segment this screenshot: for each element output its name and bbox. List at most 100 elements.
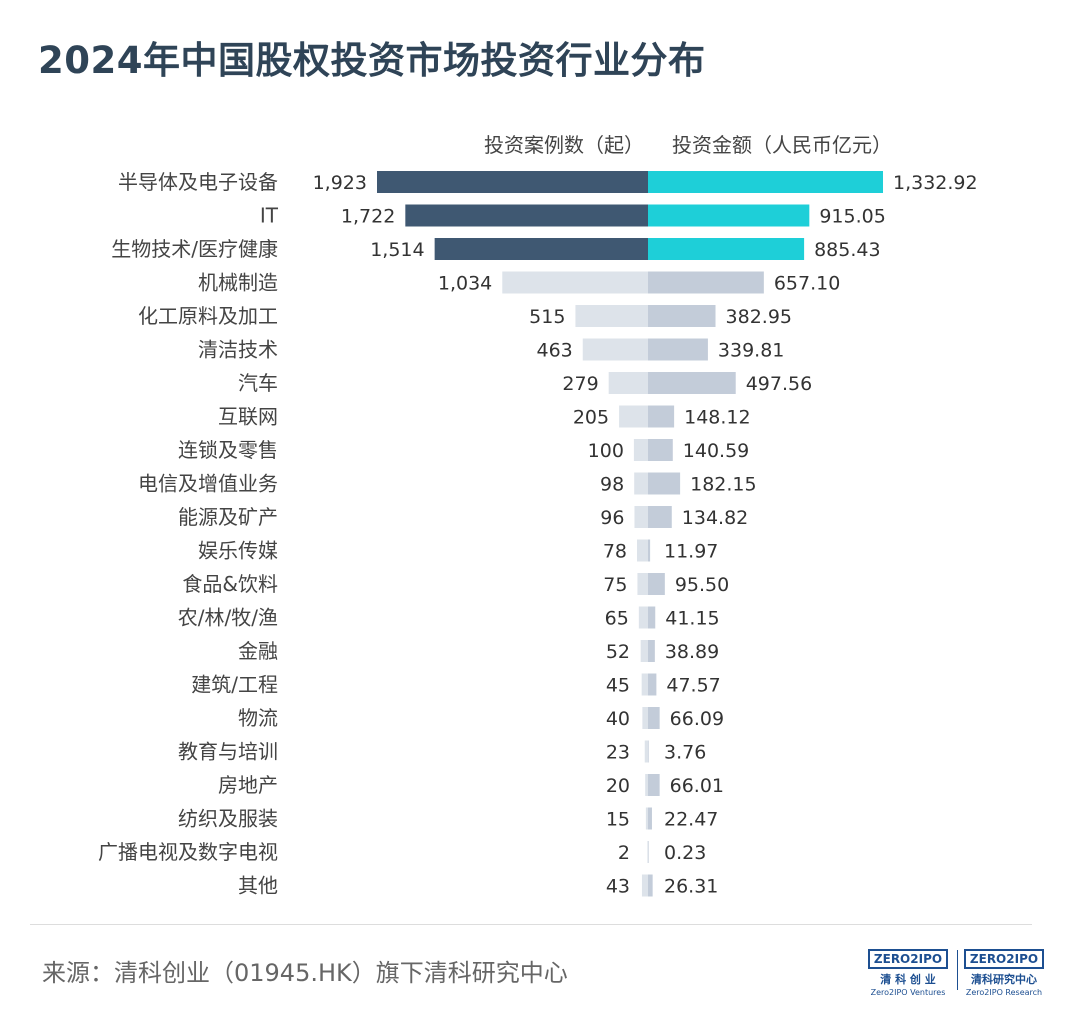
count-value-label: 2: [618, 842, 630, 864]
count-bar: [434, 238, 648, 260]
count-value-label: 205: [573, 407, 609, 429]
count-value-label: 45: [606, 675, 630, 697]
logo-en-text: Zero2IPO Research: [965, 988, 1043, 997]
category-label: 汽车: [238, 371, 278, 395]
count-bar: [633, 439, 648, 461]
amount-bar: [648, 506, 672, 528]
count-bar: [634, 472, 648, 495]
logo-en-text: Zero2IPO Ventures: [870, 988, 946, 997]
category-label: 能源及矿产: [178, 505, 278, 529]
category-label: 食品&饮料: [182, 572, 278, 596]
count-bar: [582, 338, 648, 361]
count-value-label: 1,034: [438, 273, 492, 295]
category-label: 娱乐传媒: [198, 539, 278, 563]
chart-rows: 半导体及电子设备 1,923 1,332.92 IT 1,722 915.05 生物技术/医…: [98, 170, 978, 898]
amount-value-label: 382.95: [726, 306, 792, 328]
category-label: 教育与培训: [178, 740, 278, 764]
amount-value-label: 66.01: [670, 775, 724, 797]
amount-bar: [648, 673, 657, 696]
category-label: IT: [260, 204, 279, 228]
amount-value-label: 11.97: [664, 541, 718, 563]
amount-bar: [648, 338, 708, 361]
count-bar: [637, 539, 648, 562]
amount-bar: [648, 305, 716, 327]
logo-separator: [957, 950, 958, 990]
count-bar: [502, 271, 648, 294]
count-value-label: 15: [606, 809, 630, 831]
amount-bar: [648, 204, 810, 227]
count-value-label: 52: [606, 641, 630, 663]
amount-bar: [648, 807, 652, 830]
amount-bar: [648, 439, 673, 461]
amount-bar: [648, 405, 675, 428]
count-bar: [641, 874, 648, 897]
count-bar: [642, 707, 648, 729]
amount-bar: [648, 640, 655, 662]
amount-value-label: 3.76: [664, 742, 706, 764]
category-label: 电信及增值业务: [138, 472, 278, 496]
amount-value-label: 66.09: [670, 708, 724, 730]
legend-amount-label: 投资金额（人民币亿元）: [672, 133, 892, 157]
footer-divider: [30, 924, 1032, 925]
count-value-label: 96: [600, 507, 624, 529]
category-label: 半导体及电子设备: [118, 170, 278, 194]
count-value-label: 78: [603, 541, 627, 563]
logo-mark: ZERO2IPO: [867, 949, 949, 969]
amount-bar: [648, 774, 660, 796]
count-value-label: 1,514: [370, 239, 424, 261]
amount-value-label: 41.15: [665, 608, 719, 630]
category-label: 清洁技术: [198, 338, 278, 362]
amount-bar: [648, 573, 665, 595]
category-label: 机械制造: [198, 271, 278, 295]
category-label: 物流: [238, 706, 278, 730]
logo-cn-text: 清 科 创 业: [880, 973, 936, 986]
amount-value-label: 885.43: [814, 239, 880, 261]
count-value-label: 100: [588, 440, 624, 462]
amount-value-label: 22.47: [664, 809, 718, 831]
category-label: 房地产: [218, 773, 278, 797]
amount-bar: [648, 707, 660, 729]
count-bar: [405, 204, 648, 227]
logo-mark: ZERO2IPO: [963, 949, 1045, 969]
amount-bar: [648, 271, 764, 294]
category-label: 化工原料及加工: [138, 304, 278, 328]
amount-value-label: 148.12: [684, 407, 750, 429]
zero2ipo-ventures-logo: ZERO2IPO 清 科 创 业 Zero2IPO Ventures: [866, 948, 950, 997]
category-label: 其他: [238, 874, 278, 898]
amount-bar: [648, 606, 656, 629]
count-bar: [645, 807, 648, 830]
count-bar: [377, 171, 648, 193]
amount-value-label: 26.31: [664, 876, 718, 898]
count-value-label: 98: [600, 474, 624, 496]
amount-value-label: 134.82: [682, 507, 748, 529]
count-bar: [637, 573, 648, 595]
count-bar: [645, 774, 648, 796]
count-bar: [641, 673, 648, 696]
count-bar: [634, 506, 648, 528]
amount-value-label: 915.05: [819, 206, 885, 228]
count-bar: [619, 405, 648, 428]
category-label: 金融: [238, 639, 278, 663]
category-label: 广播电视及数字电视: [98, 840, 278, 864]
amount-value-label: 95.50: [675, 574, 729, 596]
amount-bar: [648, 372, 736, 394]
count-value-label: 463: [536, 340, 572, 362]
amount-value-label: 38.89: [665, 641, 719, 663]
diverging-bar-chart: 投资案例数（起） 投资金额（人民币亿元） 半导体及电子设备 1,923 1,332.…: [98, 133, 978, 898]
count-value-label: 43: [606, 876, 630, 898]
amount-bar: [648, 171, 883, 193]
page-title: 2024年中国股权投资市场投资行业分布: [38, 39, 706, 82]
amount-bar: [648, 740, 649, 763]
amount-bar: [648, 874, 653, 897]
legend-count-label: 投资案例数（起）: [484, 133, 644, 157]
count-bar: [647, 841, 648, 863]
count-bar: [575, 305, 648, 327]
count-value-label: 65: [605, 608, 629, 630]
amount-value-label: 0.23: [664, 842, 706, 864]
count-value-label: 23: [606, 742, 630, 764]
count-bar: [638, 606, 648, 629]
category-label: 纺织及服装: [178, 807, 278, 831]
count-value-label: 1,923: [313, 172, 367, 194]
count-value-label: 75: [603, 574, 627, 596]
amount-value-label: 339.81: [718, 340, 784, 362]
